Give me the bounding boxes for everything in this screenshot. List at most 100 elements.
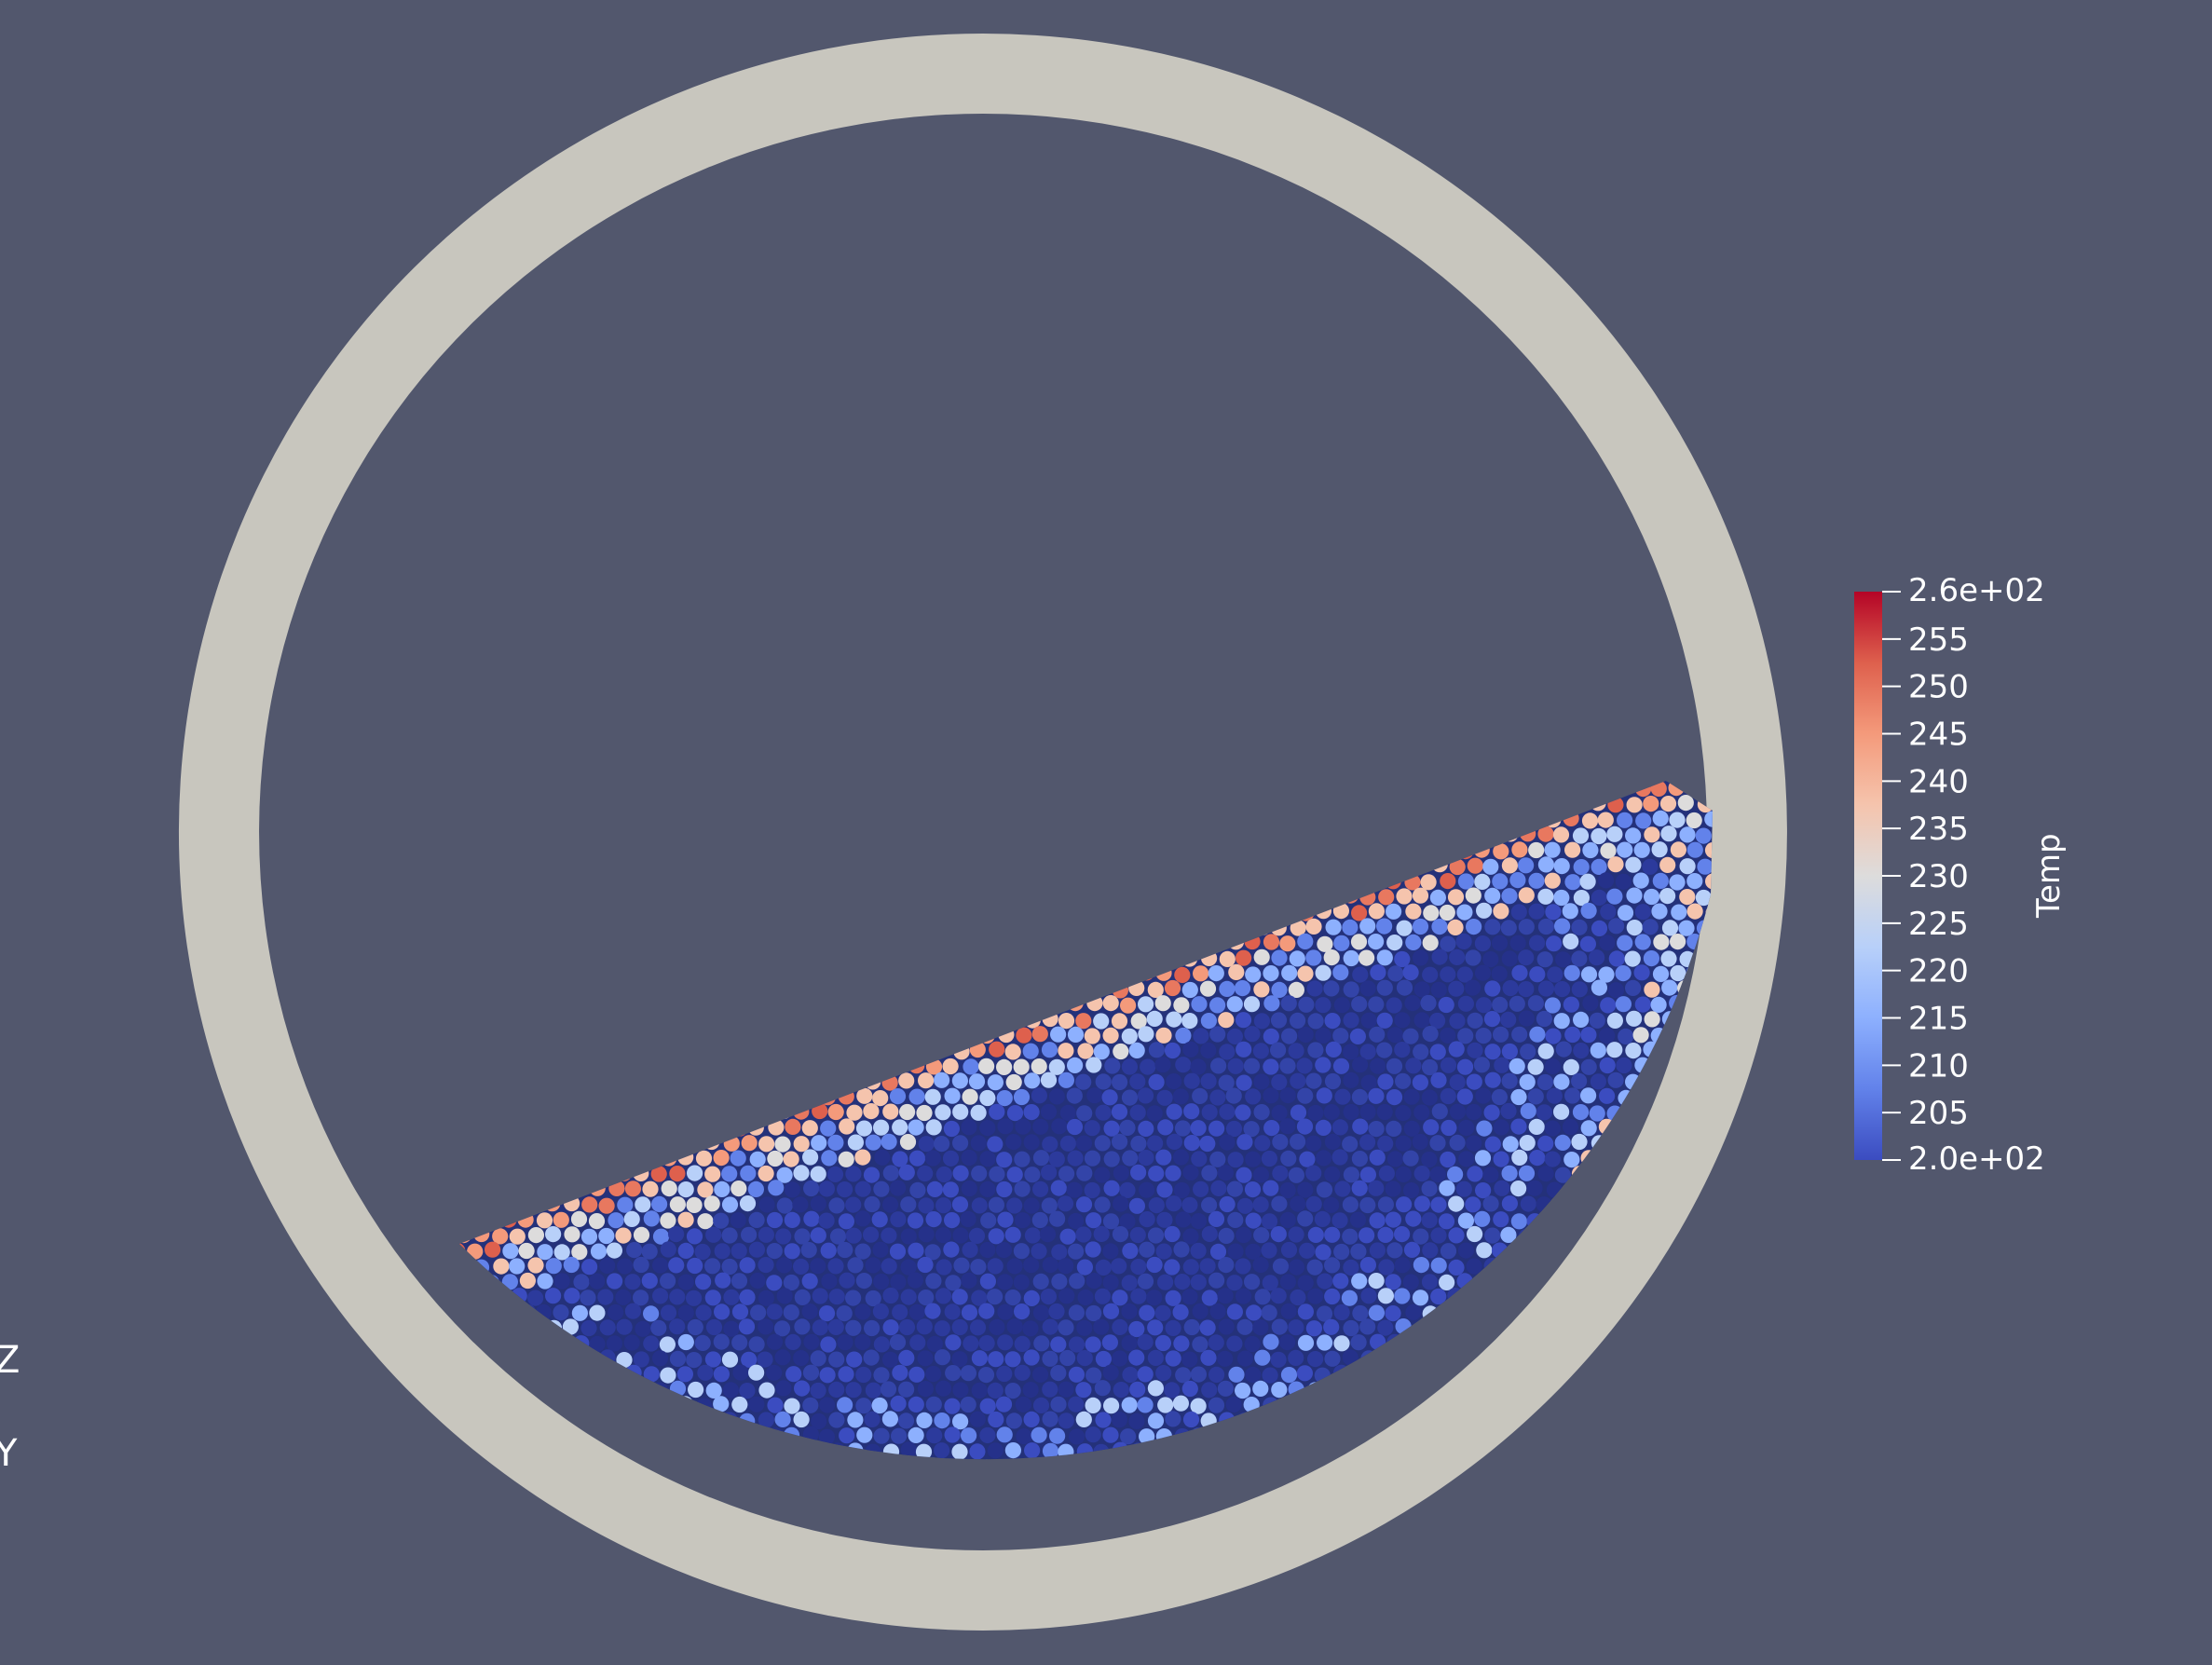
particle: [1121, 1489, 1137, 1505]
particle: [1067, 1026, 1085, 1043]
particle: [936, 1474, 952, 1490]
particle: [951, 1196, 969, 1213]
particle: [1429, 1012, 1446, 1030]
particle: [1482, 1167, 1499, 1183]
particle: [1004, 1383, 1021, 1399]
particle: [1121, 1275, 1138, 1291]
particle: [1350, 934, 1368, 950]
particle: [863, 1226, 880, 1243]
particle: [1484, 919, 1501, 935]
particle: [1130, 1135, 1147, 1153]
particle: [1591, 889, 1607, 907]
particle: [714, 1181, 731, 1197]
particle: [1431, 949, 1448, 965]
particle: [466, 1305, 483, 1322]
particle: [1290, 1443, 1306, 1460]
particle: [1332, 903, 1349, 920]
particle: [660, 1396, 676, 1413]
particle: [1554, 1134, 1571, 1151]
particle: [908, 1519, 923, 1535]
particle: [758, 1443, 775, 1460]
particle: [1360, 1413, 1378, 1429]
particle: [1448, 1041, 1465, 1058]
particle: [873, 1273, 890, 1290]
particle: [607, 1364, 623, 1381]
particle: [855, 1273, 873, 1290]
particle: [635, 1196, 651, 1213]
particle: [1670, 964, 1686, 982]
particle: [1075, 1226, 1092, 1243]
particle: [1342, 1411, 1359, 1428]
particle: [616, 1352, 633, 1369]
particle: [1625, 979, 1642, 996]
particle: [925, 1058, 943, 1075]
particle: [1219, 1412, 1236, 1428]
particle: [1606, 888, 1623, 905]
particle: [748, 1336, 765, 1353]
particle: [1245, 966, 1262, 983]
particle: [1023, 1104, 1040, 1121]
particle: [909, 1181, 926, 1198]
particle: [1025, 1473, 1041, 1489]
particle: [608, 1180, 625, 1196]
particle: [1519, 1135, 1536, 1152]
particle: [1332, 1428, 1349, 1445]
particle: [1573, 890, 1590, 907]
particle: [1252, 1043, 1269, 1059]
particle: [1236, 1413, 1253, 1429]
particle: [1095, 1073, 1112, 1090]
particle: [1606, 1012, 1623, 1029]
particle: [1288, 1043, 1304, 1059]
particle: [697, 1213, 714, 1230]
particle: [812, 1319, 828, 1336]
particle: [730, 1212, 746, 1229]
particle: [819, 1367, 836, 1384]
particle: [1659, 888, 1676, 905]
particle: [704, 1441, 721, 1458]
particle: [1165, 1290, 1181, 1306]
particle: [1376, 1103, 1393, 1121]
particle: [1359, 1103, 1376, 1121]
particle: [1527, 1058, 1544, 1075]
particle: [767, 1458, 784, 1460]
particle: [677, 1242, 694, 1259]
particle: [555, 1365, 572, 1382]
particle: [1085, 1426, 1101, 1443]
particle: [1626, 920, 1643, 936]
particle: [1396, 920, 1413, 936]
particle: [1448, 1227, 1465, 1244]
particle: [1305, 1135, 1322, 1152]
particle: [1253, 1104, 1270, 1121]
particle: [1573, 1011, 1590, 1028]
particle: [520, 1367, 537, 1384]
particle: [1429, 1044, 1446, 1060]
particle: [908, 1150, 926, 1167]
particle: [1263, 1028, 1279, 1044]
particle: [731, 1243, 747, 1260]
particle: [836, 1305, 853, 1322]
particle: [1526, 1180, 1543, 1196]
particle: [1431, 919, 1448, 935]
particle: [1236, 1444, 1252, 1460]
particle: [1252, 1380, 1269, 1397]
particle: [1608, 918, 1625, 935]
particle: [1652, 872, 1669, 890]
particle: [1075, 1382, 1092, 1399]
particle: [1058, 1413, 1074, 1429]
particle: [1112, 1073, 1128, 1091]
particle: [1004, 1226, 1021, 1243]
particle: [1359, 1044, 1376, 1060]
particle: [1290, 1072, 1306, 1089]
particle: [827, 1318, 844, 1335]
particle: [518, 1242, 535, 1260]
particle: [1553, 858, 1570, 875]
particle: [1466, 1258, 1482, 1275]
particle: [1537, 1135, 1554, 1152]
particle: [1023, 1505, 1039, 1521]
particle: [1004, 1044, 1021, 1060]
particle: [1104, 1058, 1121, 1074]
particle: [660, 1273, 676, 1290]
particle: [1138, 964, 1154, 981]
